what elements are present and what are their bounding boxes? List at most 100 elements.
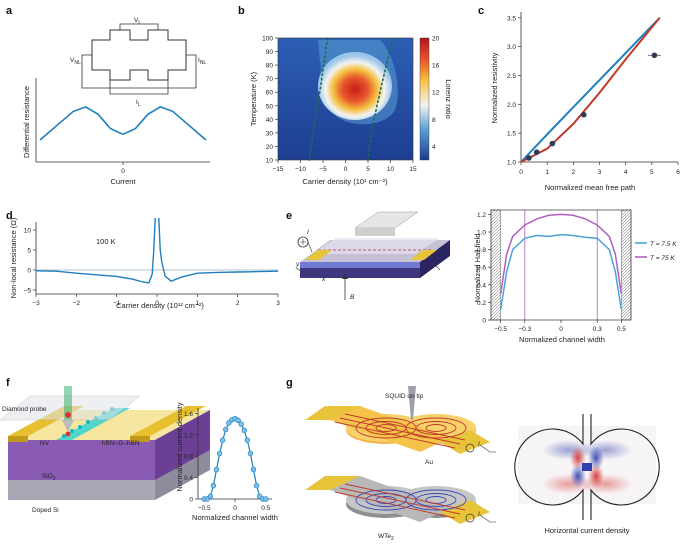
e-hatch-left bbox=[490, 209, 501, 321]
f-x-tick-label: −0.5 bbox=[198, 505, 211, 512]
f-data-point bbox=[253, 482, 260, 489]
e-legend-0: T = 7.5 K bbox=[650, 241, 677, 248]
c-axes: 0 1 2 3 4 5 6 1.0 1.5 2.0 2.5 3.0 3.5 bbox=[507, 12, 680, 176]
e-x-tick-label: 0 bbox=[559, 326, 563, 333]
c-y-tick-label: 3.0 bbox=[507, 44, 516, 51]
c-ylabel: Normalized resistivity bbox=[490, 52, 499, 123]
d-y-tick-label: −5 bbox=[24, 288, 32, 295]
d-xlabel: Carrier density (10¹² cm⁻²) bbox=[116, 301, 204, 310]
c-xlabel: Normalized mean free path bbox=[545, 183, 635, 192]
b-ylabel: Temperature (K) bbox=[249, 71, 258, 126]
e-y-tick-label: 1.2 bbox=[477, 212, 486, 219]
panel-letter-e: e bbox=[286, 210, 292, 222]
panel-a: VL VNL INL IL 0 Current Differential res… bbox=[22, 17, 210, 186]
f-y-tick-label: 0 bbox=[189, 497, 193, 504]
f-data-point bbox=[226, 420, 232, 426]
b-y-tick-label: 90 bbox=[266, 49, 274, 56]
c-data-point bbox=[549, 140, 556, 147]
d-axes: −3 −2 −1 0 1 2 3 −5 0 5 10 bbox=[24, 222, 280, 307]
c-plot-area bbox=[520, 17, 661, 163]
f-data-point bbox=[263, 496, 269, 502]
c-y-tick-label: 3.5 bbox=[507, 15, 516, 22]
f-label-si: Doped Si bbox=[32, 507, 59, 514]
f-device-schematic bbox=[0, 386, 211, 500]
d-resistance-curve bbox=[36, 218, 278, 284]
label-vnl: VNL bbox=[70, 57, 81, 66]
d-plot-area bbox=[36, 218, 278, 284]
f-data-point bbox=[216, 450, 223, 457]
b-y-ticks: 10 20 30 40 50 60 70 80 90 100 bbox=[262, 36, 278, 165]
e-hatch-right bbox=[621, 209, 632, 321]
d-annotation: 100 K bbox=[96, 237, 116, 246]
b-colorbar-tick-label: 16 bbox=[432, 63, 440, 70]
f-data-point bbox=[247, 450, 254, 457]
f-data-point bbox=[210, 482, 217, 489]
f-data-point bbox=[244, 437, 251, 443]
f-y-tick-label: 1.6 bbox=[184, 411, 193, 418]
panel-letter-f: f bbox=[6, 377, 10, 389]
panel-letter-a: a bbox=[6, 5, 13, 17]
b-boundary-lines bbox=[308, 37, 394, 161]
f-data-point bbox=[241, 427, 247, 434]
b-colorbar-ticks: 4 8 12 16 20 bbox=[432, 36, 440, 151]
c-data-point bbox=[533, 149, 540, 155]
g-label-i-top: I bbox=[478, 441, 480, 448]
g-label-au: Au bbox=[425, 459, 433, 466]
c-x-tick-label: 3 bbox=[598, 169, 602, 176]
g-label-i-bottom: I bbox=[478, 511, 480, 518]
b-y-tick-label: 60 bbox=[266, 90, 274, 97]
f-xlabel: Normalized channel width bbox=[192, 513, 278, 522]
c-data-point bbox=[526, 155, 532, 161]
c-data-point bbox=[651, 52, 658, 59]
f-data-point bbox=[223, 426, 229, 433]
e-x-tick-label: 0.3 bbox=[593, 326, 602, 333]
e-y-tick-label: 0 bbox=[482, 318, 486, 325]
label-vl: VL bbox=[134, 17, 141, 26]
c-x-tick-label: 5 bbox=[650, 169, 654, 176]
b-x-tick-label: −5 bbox=[319, 166, 327, 173]
e-x-tick-label: 0.5 bbox=[617, 326, 626, 333]
b-x-tick-label: −10 bbox=[295, 166, 306, 173]
a-xlabel: Current bbox=[110, 177, 136, 186]
e-y-tick-label: 0.8 bbox=[477, 247, 486, 254]
b-y-tick-label: 70 bbox=[266, 76, 274, 83]
g-map-caption: Horizontal current density bbox=[544, 526, 629, 535]
c-x-tick-label: 2 bbox=[572, 169, 576, 176]
b-colorbar-label: Lorenz ratio bbox=[444, 79, 453, 119]
b-x-tick-label: 5 bbox=[366, 166, 370, 173]
c-y-tick-label: 2.5 bbox=[507, 73, 516, 80]
b-x-tick-label: 15 bbox=[409, 166, 417, 173]
b-x-ticks: −15 −10 −5 0 5 10 15 bbox=[272, 160, 417, 173]
b-y-tick-label: 80 bbox=[266, 63, 274, 70]
f-x-tick-label: 0.5 bbox=[261, 505, 270, 512]
c-series-red bbox=[520, 17, 661, 163]
a-resistance-curve bbox=[39, 106, 207, 141]
c-y-tick-label: 2.0 bbox=[507, 102, 516, 109]
label-inl: INL bbox=[198, 57, 206, 66]
d-x-tick-label: 2 bbox=[236, 300, 240, 307]
g-wte2-device bbox=[305, 476, 496, 524]
d-y-tick-label: 5 bbox=[27, 248, 31, 255]
f-x-tick-label: 0 bbox=[233, 505, 237, 512]
f-label-nv: NV bbox=[40, 440, 50, 447]
c-series-blue bbox=[520, 17, 661, 163]
f-ylabel: Normalized current density bbox=[175, 402, 184, 491]
f-y-tick-label: 1.2 bbox=[184, 432, 193, 439]
d-y-tick-label: 0 bbox=[27, 268, 31, 275]
d-x-tick-label: 3 bbox=[276, 300, 280, 307]
e-y-tick-label: 0.6 bbox=[477, 265, 486, 272]
d-x-tick-label: −1 bbox=[113, 300, 121, 307]
a-ylabel: Differential resistance bbox=[22, 86, 31, 158]
panel-g: SQUID on tip Au I WTe2 I bbox=[305, 386, 660, 542]
f-data-point bbox=[238, 421, 244, 427]
f-label-diamond: Diamond probe bbox=[2, 406, 47, 413]
e-y-tick-label: 0.4 bbox=[477, 282, 486, 289]
panel-f: Diamond probe NV hBN–G–hBN SiO2 Doped Si… bbox=[0, 386, 278, 522]
d-y-tick-label: 10 bbox=[24, 228, 32, 235]
c-x-tick-label: 6 bbox=[676, 169, 680, 176]
label-il: IL bbox=[136, 99, 141, 108]
e-x-tick-label: −0.5 bbox=[494, 326, 507, 333]
d-x-tick-label: −2 bbox=[73, 300, 81, 307]
